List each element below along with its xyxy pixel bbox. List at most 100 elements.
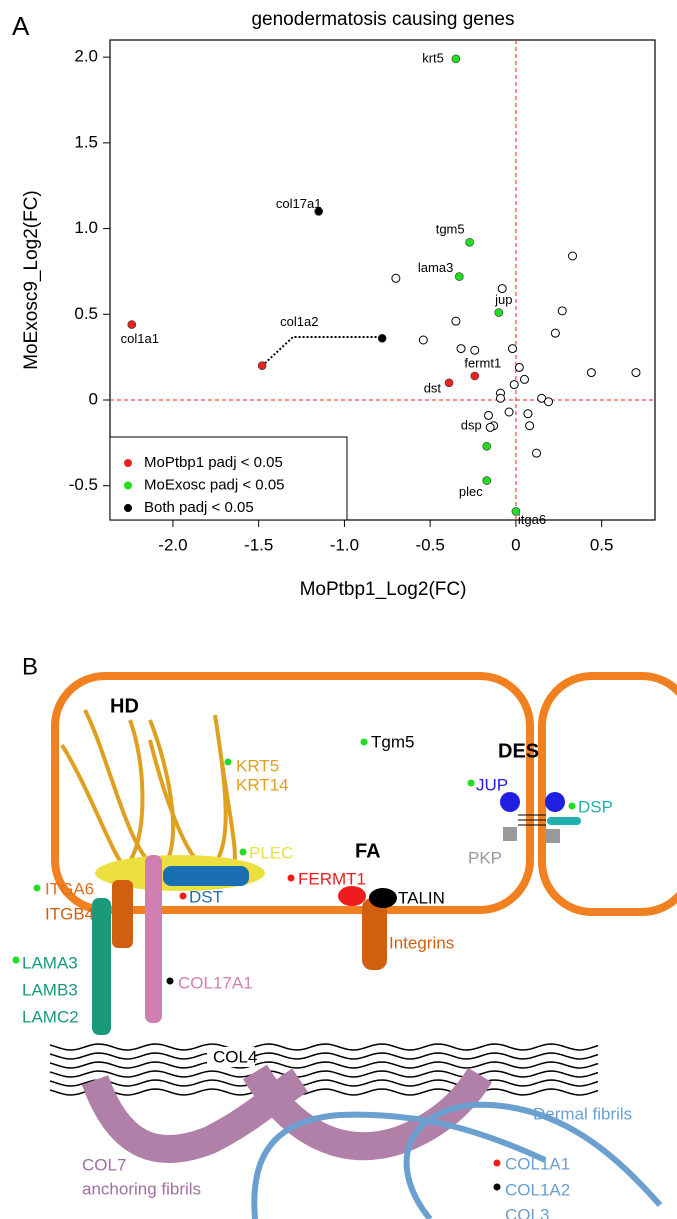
label: COL17A1	[178, 973, 253, 992]
label: FERMT1	[298, 869, 366, 888]
point	[568, 251, 578, 261]
col4-line	[49, 1088, 599, 1096]
dot	[493, 1183, 501, 1191]
x-tick-label: -2.0	[158, 535, 187, 554]
point	[544, 397, 554, 407]
label: PLEC	[249, 843, 293, 862]
fermt1-shape	[338, 886, 366, 906]
col4-line	[49, 1079, 599, 1087]
dot	[467, 779, 475, 787]
y-tick-label: 1.5	[74, 132, 98, 151]
point	[377, 333, 387, 343]
label: DST	[189, 887, 223, 906]
pkp-shape	[546, 829, 560, 843]
point-label: jup	[494, 292, 512, 307]
legend-marker	[124, 504, 132, 512]
label: ITGA6	[45, 879, 94, 898]
keratin	[60, 709, 237, 874]
label: COL1A2	[505, 1180, 570, 1199]
point	[485, 422, 495, 432]
x-tick-label: -0.5	[416, 535, 445, 554]
dermal-fibrils	[251, 1101, 663, 1219]
col4-line	[49, 1043, 599, 1051]
label: KRT14	[236, 775, 289, 794]
talin-shape	[369, 888, 397, 908]
legend-marker	[124, 459, 132, 467]
point	[550, 328, 560, 338]
label: COL1A1	[505, 1154, 570, 1173]
y-tick-label: 0	[89, 389, 98, 408]
point	[482, 476, 492, 485]
label: COL3	[505, 1205, 549, 1219]
point	[514, 362, 524, 372]
dot	[360, 738, 368, 746]
point	[482, 441, 492, 451]
point	[314, 207, 324, 216]
point	[470, 371, 480, 381]
point	[127, 320, 137, 329]
point	[451, 54, 461, 64]
point-label: dst	[424, 380, 442, 395]
diagram: B HD	[12, 653, 677, 1219]
point	[523, 409, 533, 419]
legend-box	[109, 436, 348, 521]
point	[483, 410, 493, 420]
y-tick-label: 0.5	[74, 304, 98, 323]
point-label: col1a2	[280, 314, 318, 329]
dot	[179, 892, 187, 900]
col4-line	[49, 1061, 599, 1069]
label: COL7	[82, 1155, 126, 1174]
point	[391, 273, 401, 283]
cell	[51, 672, 534, 914]
point-label: col1a1	[121, 331, 159, 346]
y-axis-label: MoExosc9_Log2(FC)	[21, 190, 42, 370]
point-label: dsp	[461, 418, 482, 433]
x-tick-label: -1.0	[330, 535, 359, 554]
point	[497, 284, 507, 294]
label: KRT5	[236, 756, 279, 775]
dsp-shape	[547, 817, 581, 825]
point	[456, 344, 466, 354]
point-label: krt5	[422, 50, 444, 65]
cell	[538, 672, 677, 916]
point	[465, 237, 474, 247]
chart: -2.0 -1.5 -1.0 -0.5 0 0.5 -0.5 0 0.5 1.0 1.5 2.0 col…	[69, 40, 655, 554]
dot	[239, 848, 247, 856]
dot	[224, 758, 232, 766]
dot	[33, 884, 41, 892]
point	[631, 368, 641, 378]
dot	[12, 956, 20, 964]
dot	[493, 1159, 501, 1167]
legend-label: MoPtbp1 padj < 0.05	[144, 454, 283, 471]
point-label: itga6	[518, 512, 546, 527]
label: HD	[110, 695, 139, 717]
point	[455, 272, 464, 281]
point	[504, 407, 514, 417]
panel-label: B	[22, 653, 38, 680]
label: JUP	[476, 775, 508, 794]
label: PKP	[468, 848, 502, 867]
label: anchoring fibrils	[82, 1179, 201, 1198]
label: LAMA3	[22, 953, 78, 972]
y-tick-label: 2.0	[74, 47, 98, 66]
chart-title: genodermatosis causing genes	[251, 9, 514, 30]
label: Integrins	[389, 933, 454, 952]
y-tick-label: -0.5	[69, 475, 98, 494]
point	[494, 308, 504, 317]
dot	[287, 874, 295, 882]
point-label: lama3	[418, 260, 453, 275]
col7-fibrils	[81, 1064, 493, 1164]
label: LAMC2	[22, 1007, 79, 1026]
label: Dermal fibrils	[533, 1104, 632, 1123]
col4-mesh	[49, 1043, 599, 1096]
label: DES	[498, 740, 539, 762]
point	[509, 380, 519, 390]
panel-label: A	[12, 11, 30, 41]
col17a1-bar	[145, 855, 162, 1023]
col4-line	[49, 1052, 599, 1060]
x-tick-label: -1.5	[244, 535, 273, 554]
point	[525, 421, 535, 431]
point	[507, 344, 517, 354]
jup-shape	[545, 792, 565, 812]
